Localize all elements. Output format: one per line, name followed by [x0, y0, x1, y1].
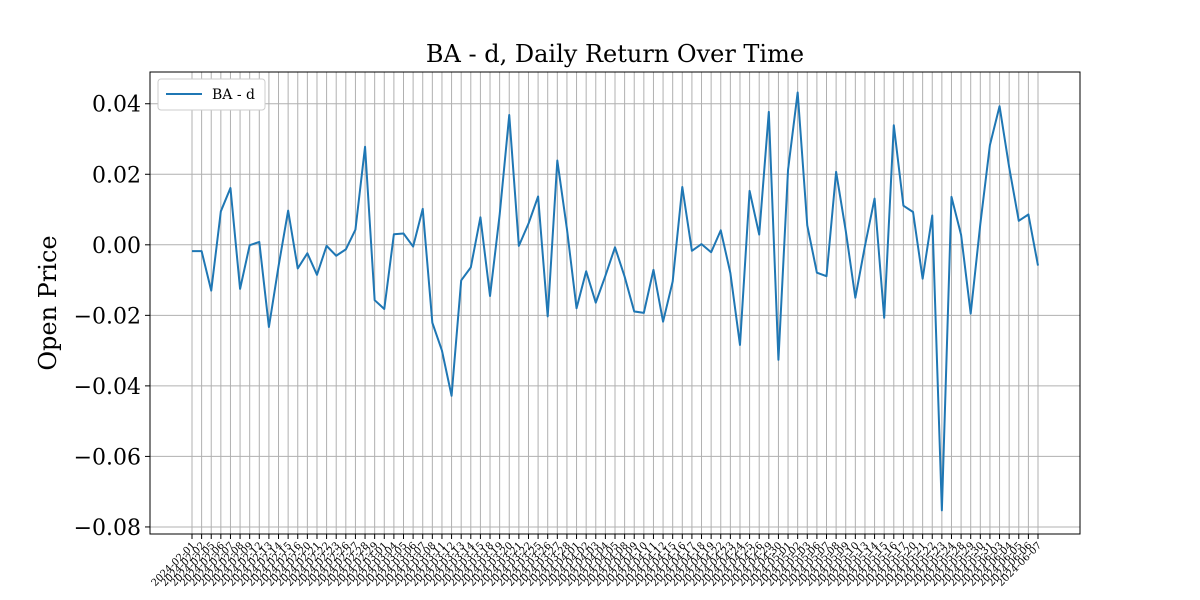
x-axis-ticks: 2024-02-012024-02-022024-02-052024-02-06…	[150, 534, 1044, 589]
y-tick-label: 0.04	[92, 93, 141, 118]
y-axis-label: Open Price	[34, 235, 62, 370]
grid-lines	[150, 72, 1080, 534]
y-tick-label: −0.04	[74, 375, 141, 400]
series-layer	[192, 91, 1039, 512]
chart-title: BA - d, Daily Return Over Time	[426, 40, 804, 68]
y-tick-label: 0.00	[92, 234, 141, 259]
legend-entry-label: BA - d	[212, 87, 255, 103]
y-tick-label: −0.02	[74, 304, 141, 329]
y-tick-label: −0.08	[74, 516, 141, 541]
legend: BA - d	[157, 78, 266, 111]
legend-box	[157, 78, 266, 111]
y-tick-label: 0.02	[92, 163, 141, 188]
series-line-ba-d	[192, 91, 1039, 512]
y-axis-ticks: 0.04 0.02 0.00 −0.02 −0.04 −0.06 −0.08	[74, 93, 150, 541]
y-tick-label: −0.06	[74, 445, 141, 470]
